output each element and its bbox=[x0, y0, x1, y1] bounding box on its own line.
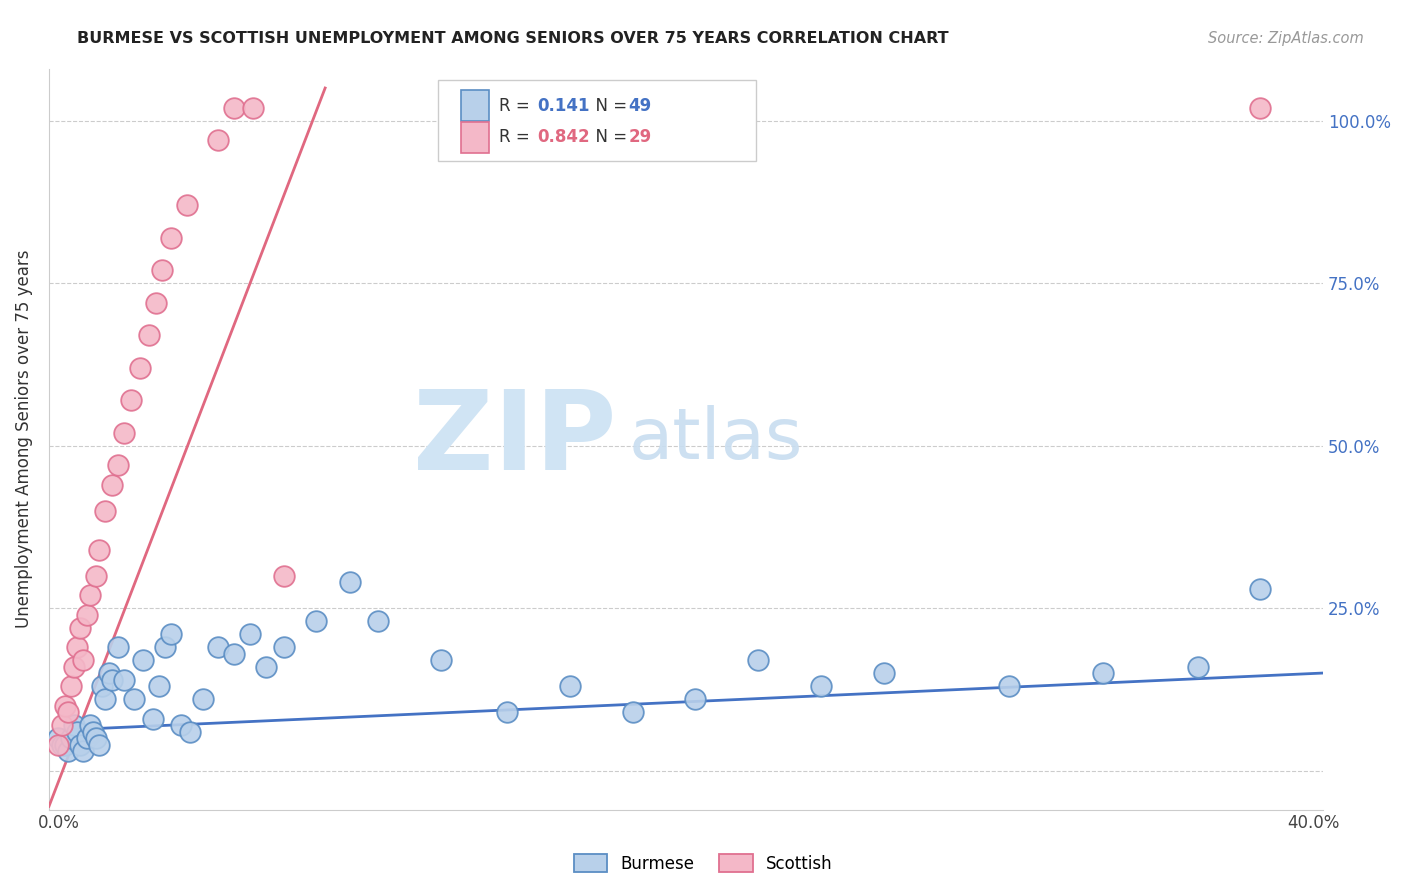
Point bbox=[84, 731, 107, 745]
Point bbox=[72, 744, 94, 758]
Point bbox=[747, 653, 769, 667]
Point bbox=[69, 738, 91, 752]
Point bbox=[367, 614, 389, 628]
Point bbox=[107, 640, 129, 654]
Text: atlas: atlas bbox=[628, 405, 803, 474]
Point bbox=[100, 477, 122, 491]
Point bbox=[72, 653, 94, 667]
Text: N =: N = bbox=[585, 128, 633, 146]
Point bbox=[59, 731, 82, 745]
Point bbox=[207, 640, 229, 654]
Point bbox=[239, 627, 262, 641]
Point bbox=[254, 659, 277, 673]
Point bbox=[97, 666, 120, 681]
Text: Source: ZipAtlas.com: Source: ZipAtlas.com bbox=[1208, 31, 1364, 46]
Point bbox=[339, 575, 361, 590]
Point bbox=[1092, 666, 1115, 681]
Point bbox=[63, 659, 86, 673]
Point bbox=[145, 295, 167, 310]
Point bbox=[138, 328, 160, 343]
Text: 0.842: 0.842 bbox=[537, 128, 589, 146]
Point bbox=[621, 705, 644, 719]
Point bbox=[873, 666, 896, 681]
Point bbox=[112, 673, 135, 687]
Point bbox=[48, 738, 70, 752]
Point bbox=[94, 692, 117, 706]
Text: ZIP: ZIP bbox=[412, 385, 616, 492]
Point bbox=[176, 198, 198, 212]
Point bbox=[56, 744, 79, 758]
Point bbox=[153, 640, 176, 654]
Point bbox=[1249, 101, 1271, 115]
FancyBboxPatch shape bbox=[461, 90, 488, 121]
Point bbox=[132, 653, 155, 667]
Point bbox=[76, 731, 98, 745]
Text: 29: 29 bbox=[628, 128, 652, 146]
Point bbox=[430, 653, 453, 667]
Point bbox=[1187, 659, 1209, 673]
Text: BURMESE VS SCOTTISH UNEMPLOYMENT AMONG SENIORS OVER 75 YEARS CORRELATION CHART: BURMESE VS SCOTTISH UNEMPLOYMENT AMONG S… bbox=[77, 31, 949, 46]
Legend: Burmese, Scottish: Burmese, Scottish bbox=[567, 847, 839, 880]
Point bbox=[496, 705, 519, 719]
Text: R =: R = bbox=[499, 128, 534, 146]
Point bbox=[160, 230, 183, 244]
Point bbox=[224, 101, 246, 115]
Point bbox=[685, 692, 707, 706]
Point bbox=[89, 542, 111, 557]
Text: N =: N = bbox=[585, 96, 633, 115]
Point bbox=[53, 738, 76, 752]
Point bbox=[1249, 582, 1271, 596]
Point bbox=[94, 503, 117, 517]
Point bbox=[63, 718, 86, 732]
Point bbox=[224, 647, 246, 661]
Point bbox=[160, 627, 183, 641]
Point bbox=[242, 101, 264, 115]
Point bbox=[141, 712, 163, 726]
Point bbox=[79, 588, 101, 602]
Point bbox=[69, 621, 91, 635]
Point bbox=[122, 692, 145, 706]
Point bbox=[51, 738, 73, 752]
Point bbox=[120, 392, 142, 407]
Point bbox=[59, 679, 82, 693]
Point bbox=[100, 673, 122, 687]
Point bbox=[112, 425, 135, 440]
Y-axis label: Unemployment Among Seniors over 75 years: Unemployment Among Seniors over 75 years bbox=[15, 250, 32, 628]
Point bbox=[273, 640, 295, 654]
Point bbox=[51, 718, 73, 732]
Point bbox=[998, 679, 1021, 693]
Point bbox=[129, 360, 152, 375]
Point bbox=[305, 614, 328, 628]
FancyBboxPatch shape bbox=[461, 121, 488, 153]
Point bbox=[107, 458, 129, 472]
Point bbox=[48, 731, 70, 745]
Point bbox=[558, 679, 581, 693]
Point bbox=[89, 738, 111, 752]
Point bbox=[66, 724, 89, 739]
Point bbox=[91, 679, 114, 693]
FancyBboxPatch shape bbox=[437, 79, 756, 161]
Point bbox=[148, 679, 170, 693]
Point bbox=[76, 607, 98, 622]
Point bbox=[273, 568, 295, 582]
Point bbox=[82, 724, 104, 739]
Point bbox=[150, 263, 173, 277]
Point bbox=[53, 698, 76, 713]
Point bbox=[66, 640, 89, 654]
Point bbox=[84, 568, 107, 582]
Text: 0.141: 0.141 bbox=[537, 96, 589, 115]
Text: 49: 49 bbox=[628, 96, 652, 115]
Point bbox=[170, 718, 193, 732]
Text: R =: R = bbox=[499, 96, 534, 115]
Point bbox=[207, 133, 229, 147]
Point bbox=[810, 679, 832, 693]
Point bbox=[79, 718, 101, 732]
Point bbox=[56, 705, 79, 719]
Point bbox=[191, 692, 214, 706]
Point bbox=[179, 724, 201, 739]
